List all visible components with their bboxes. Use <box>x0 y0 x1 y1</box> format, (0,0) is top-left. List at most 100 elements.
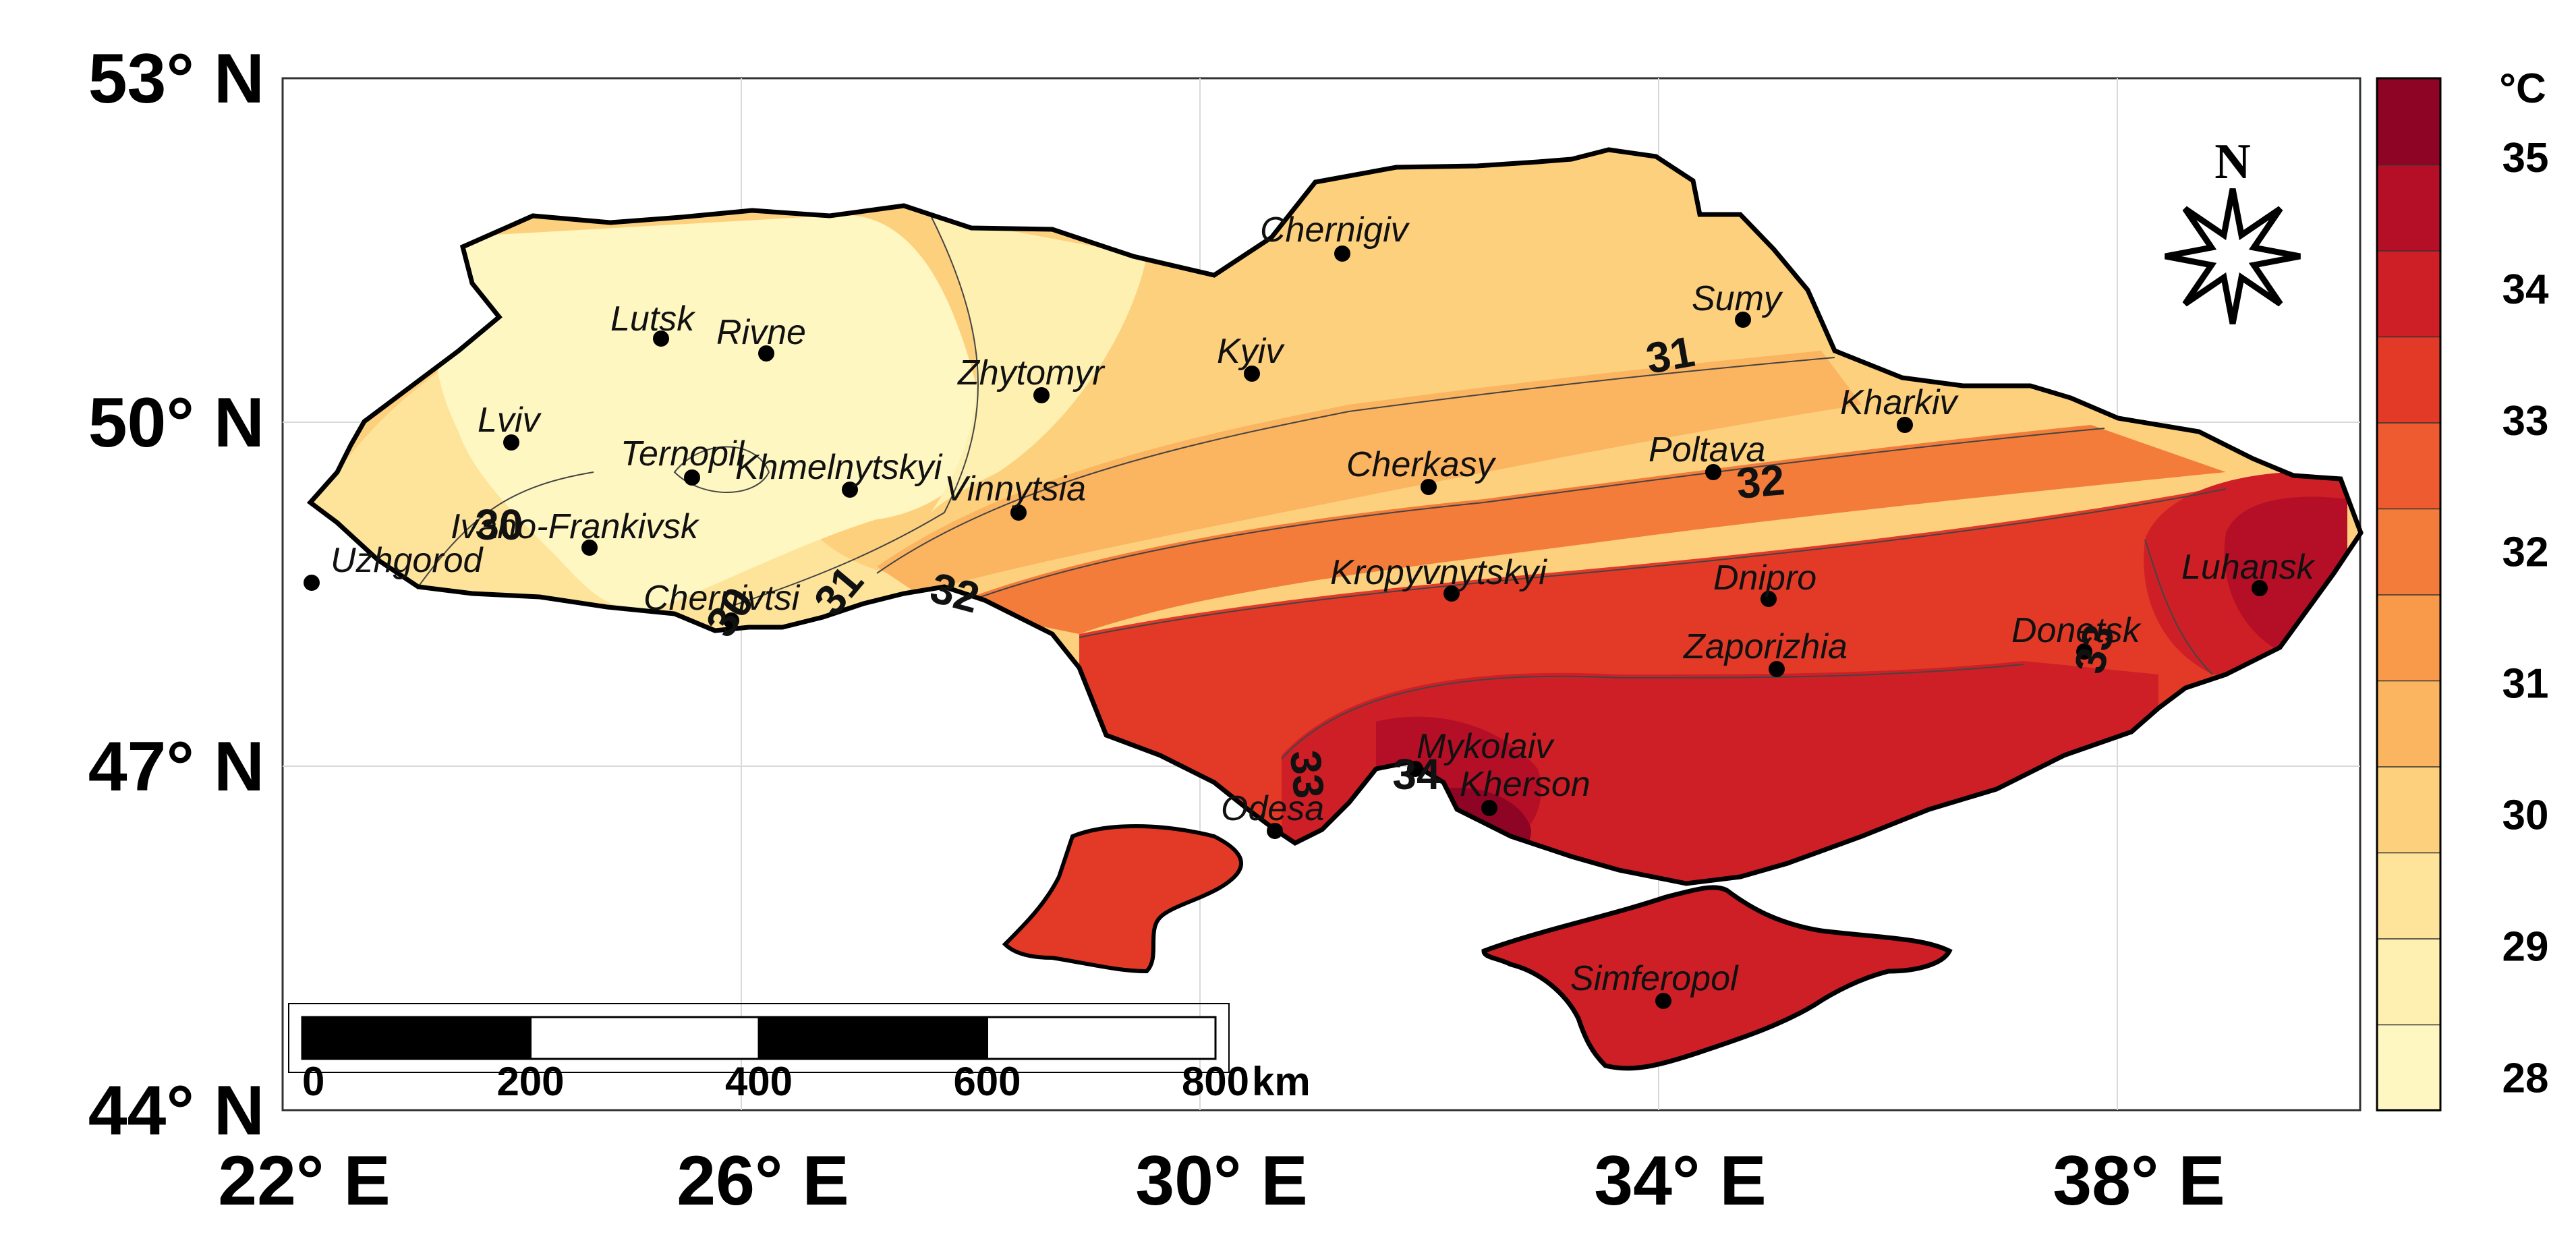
colorbar-tick-label: 34 <box>2502 266 2549 313</box>
city-markers: Chernigiv Lutsk Rivne Sumy Zhytomyr Kyiv Lviv K… <box>304 210 2316 1009</box>
city-label: Kyiv <box>1217 332 1285 371</box>
city-mykolaiv: Mykolaiv <box>1407 727 1555 777</box>
isotherm-ternopil-loop <box>673 446 770 493</box>
isotherm-31 <box>876 357 1835 574</box>
colorbar-band <box>2376 507 2441 596</box>
city-label: Ternopil <box>621 434 745 473</box>
latitude-tick-label: 44° N <box>88 1072 264 1150</box>
isotherm-30-north <box>728 215 979 608</box>
city-label: Khmelnytskyi <box>735 448 943 487</box>
city-simferopol: Simferopol <box>1570 959 1739 1009</box>
city-dot <box>1421 479 1437 495</box>
colorbar-band <box>2376 766 2441 854</box>
city-dot <box>684 469 700 486</box>
isotherm-label-31: 31 <box>1642 327 1698 383</box>
colorbar-tick-label: 28 <box>2502 1055 2549 1101</box>
city-rivne: Rivne <box>716 313 806 362</box>
city-dot <box>842 482 858 498</box>
city-poltava: Poltava <box>1649 430 1765 480</box>
city-khmelnytskyi: Khmelnytskyi <box>735 448 943 498</box>
city-label: Odesa <box>1221 789 1324 828</box>
latitude-tick-label: 47° N <box>88 728 264 806</box>
city-vinnytsia: Vinnytsia <box>944 469 1086 521</box>
city-label: Rivne <box>716 313 806 352</box>
colorbar-unit: °C <box>2499 65 2546 112</box>
scale-unit: km <box>1252 1059 1311 1104</box>
colorbar-band <box>2376 851 2441 940</box>
colorbar-band <box>2376 679 2441 768</box>
city-label: Mykolaiv <box>1416 727 1555 766</box>
city-odesa: Odesa <box>1221 789 1324 839</box>
city-ternopil: Ternopil <box>621 434 745 486</box>
north-letter: N <box>2214 134 2250 190</box>
scale-tick-label: 800 <box>1182 1059 1249 1104</box>
city-kharkiv: Kharkiv <box>1840 383 1959 433</box>
north-arrow: N <box>2165 134 2301 324</box>
city-dot <box>1655 993 1671 1009</box>
city-dot <box>1897 417 1913 433</box>
colorbar-tick-label: 35 <box>2502 135 2549 181</box>
longitude-tick-label: 34° E <box>1594 1142 1767 1220</box>
crimea-peninsula <box>1481 885 1953 1071</box>
city-luhansk: Luhansk <box>2181 548 2316 596</box>
band-coolest <box>435 214 985 610</box>
colorbar-tick-label: 32 <box>2502 529 2549 576</box>
colorbar-tick-label: 30 <box>2502 792 2549 838</box>
isotherm-lines <box>418 215 2227 759</box>
city-label: Chernivtsi <box>643 579 801 618</box>
city-uzhgorod: Uzhgorod <box>304 541 484 591</box>
city-dot <box>304 575 320 591</box>
city-dot <box>1481 800 1497 816</box>
colorbar-tick-label: 31 <box>2502 661 2549 708</box>
city-lutsk: Lutsk <box>610 299 696 347</box>
compass-star-icon <box>2165 188 2301 324</box>
city-dot <box>1769 661 1785 677</box>
city-label: Sumy <box>1692 279 1783 318</box>
city-dot <box>1334 246 1350 262</box>
isotherm-label-33: 33 <box>1281 748 1334 800</box>
scale-bar: 0 200 400 600 800 km <box>288 1003 1311 1104</box>
city-dot <box>1033 387 1050 403</box>
longitude-tick-label: 38° E <box>2053 1142 2225 1220</box>
city-zaporizhia: Zaporizhia <box>1682 627 1848 677</box>
city-ivano-frankivsk: Ivano-Frankivsk <box>451 507 700 556</box>
isotherm-32 <box>944 428 2105 611</box>
colorbar-band <box>2376 422 2441 510</box>
city-dot <box>2076 643 2092 660</box>
latitude-tick-label: 53° N <box>88 40 264 118</box>
crimea-region <box>1002 824 1953 1071</box>
longitude-tick-label: 30° E <box>1135 1142 1308 1220</box>
band-31 <box>877 351 1862 594</box>
city-label: Simferopol <box>1570 959 1739 998</box>
isotherm-33-south <box>1281 664 2024 759</box>
city-label: Kharkiv <box>1840 383 1959 422</box>
city-label: Ivano-Frankivsk <box>451 507 700 546</box>
city-dot <box>2252 580 2268 596</box>
city-dot <box>1705 464 1721 480</box>
city-label: Donetsk <box>2011 611 2142 650</box>
temperature-colorbar: 28 29 30 31 32 33 34 35 °C <box>2376 65 2549 1112</box>
latitude-axis: 53° N 50° N 47° N 44° N <box>88 40 264 1150</box>
scale-tick-label: 0 <box>302 1059 324 1104</box>
band-32 <box>944 425 2226 634</box>
scale-segment <box>301 1016 532 1060</box>
longitude-axis: 22° E 26° E 30° E 34° E 38° E <box>218 1142 2225 1220</box>
city-label: Lutsk <box>610 299 696 339</box>
city-dnipro: Dnipro <box>1713 558 1816 607</box>
city-dot <box>758 345 774 362</box>
city-dot <box>1267 823 1283 839</box>
city-donetsk: Donetsk <box>2011 611 2142 660</box>
city-dot <box>653 330 669 347</box>
scale-tick-label: 400 <box>725 1059 793 1104</box>
city-label: Uzhgorod <box>331 541 484 580</box>
city-dot <box>1244 366 1260 382</box>
colorbar-band <box>2376 1023 2441 1112</box>
colorbar-band <box>2376 78 2441 166</box>
city-label: Poltava <box>1649 430 1765 469</box>
city-kyiv: Kyiv <box>1217 332 1285 382</box>
city-lviv: Lviv <box>478 401 542 451</box>
scale-tick-label: 600 <box>953 1059 1021 1104</box>
city-label: Kropyvnytskyi <box>1330 553 1547 592</box>
city-label: Dnipro <box>1713 558 1816 598</box>
isotherm-34-east <box>2144 539 2213 675</box>
